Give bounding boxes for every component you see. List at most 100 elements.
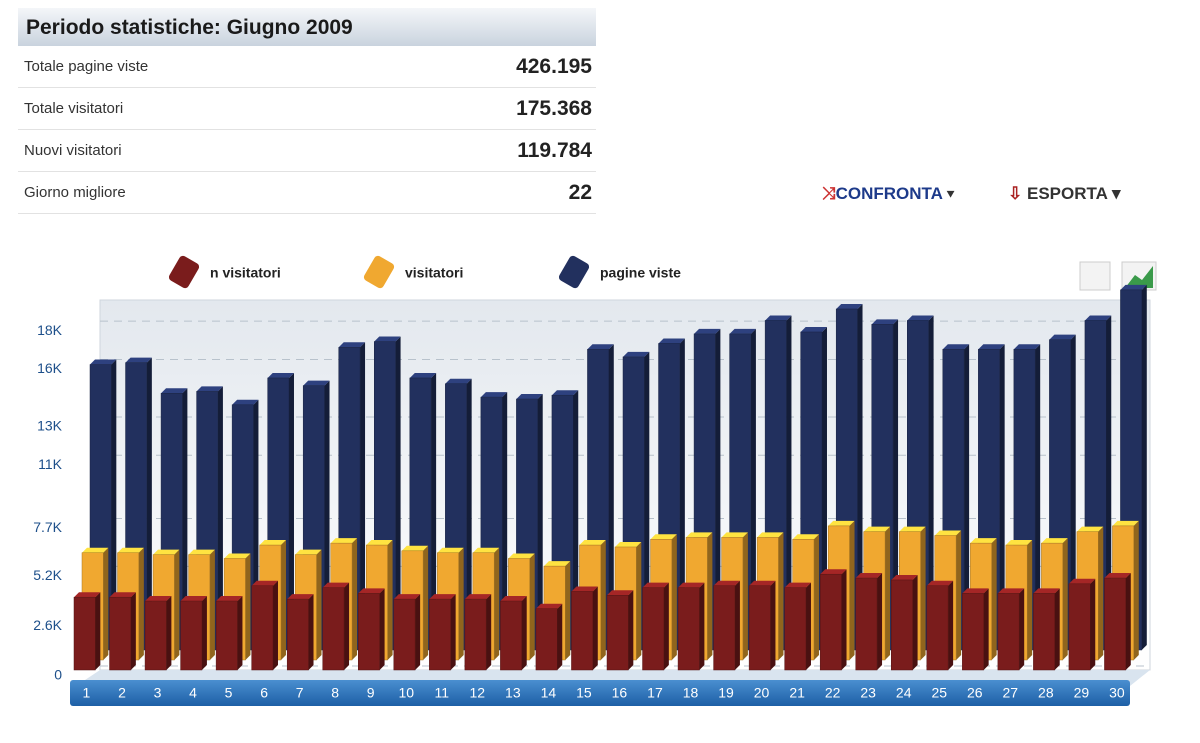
x-tick-label: 20 [754, 685, 770, 701]
bar-top [855, 573, 883, 579]
bar-top [295, 549, 322, 555]
bar-top [90, 359, 117, 365]
bar-top [650, 534, 677, 540]
bar-top [267, 372, 294, 378]
stats-row: Totale visitatori 175.368 [18, 88, 596, 130]
bar-side [841, 569, 847, 670]
x-tick-label: 25 [931, 685, 947, 701]
bar-side [983, 588, 989, 670]
bar-top [820, 569, 847, 575]
bar-top [623, 351, 650, 357]
bar-side [1098, 526, 1104, 660]
bar [464, 598, 487, 671]
bar-side [486, 594, 492, 670]
bar-top [117, 547, 144, 553]
bar-side [431, 372, 437, 650]
bar-side [130, 592, 136, 670]
bar-side [565, 561, 571, 660]
bar-side [770, 580, 776, 670]
bar [500, 600, 522, 671]
bar-top [437, 547, 464, 553]
bar-top [962, 588, 989, 594]
bar-top [1049, 334, 1076, 340]
bar-side [600, 540, 606, 660]
compare-label[interactable]: CONFRONTA [835, 184, 943, 203]
bar [215, 600, 238, 671]
bar-top [658, 338, 685, 344]
bar-side [395, 336, 401, 650]
bar-top [500, 596, 527, 602]
y-tick-label: 2.6K [33, 617, 62, 633]
x-tick-label: 14 [541, 685, 557, 701]
legend-label: pagine viste [600, 265, 681, 281]
bar-side [805, 582, 811, 670]
bar-side [537, 394, 543, 650]
bar-side [956, 530, 962, 660]
y-tick-label: 7.7K [33, 519, 62, 535]
bar-side [608, 344, 614, 650]
bar [606, 595, 629, 671]
bar-side [529, 553, 535, 660]
bar-top [1084, 315, 1112, 321]
bar-side [1090, 578, 1096, 670]
bar-side [174, 549, 180, 660]
bar-side [999, 344, 1005, 650]
bar [571, 591, 594, 671]
bar-top [82, 547, 109, 553]
x-tick-label: 10 [398, 685, 414, 701]
compare-button[interactable]: ⤨CONFRONTA ▾ [822, 184, 955, 203]
bar-side [502, 392, 508, 650]
bar-side [146, 357, 152, 650]
bar-top [259, 540, 286, 546]
bar-top [871, 319, 899, 325]
bar-top [678, 582, 705, 588]
x-axis-band [70, 680, 1130, 706]
bar-top [1112, 520, 1139, 526]
bar-top [1033, 588, 1060, 594]
bar-top [472, 547, 500, 553]
legend-label: n visitatori [210, 265, 281, 281]
x-tick-label: 11 [434, 685, 449, 701]
x-tick-label: 8 [331, 685, 339, 701]
bar-side [663, 582, 669, 670]
bar-top [907, 315, 934, 321]
export-button[interactable]: ⇩ ESPORTA ▾ [1008, 184, 1121, 203]
y-tick-label: 11K [38, 456, 63, 472]
bar-top [942, 344, 970, 350]
bar-top [926, 580, 954, 586]
legend-swatch [363, 255, 395, 289]
bar-side [573, 390, 579, 650]
x-tick-label: 17 [647, 685, 663, 701]
bar [1033, 593, 1055, 671]
export-label[interactable]: ESPORTA [1026, 184, 1108, 203]
bar-top [188, 549, 215, 555]
bar-top [997, 588, 1025, 594]
bar-top [287, 594, 314, 600]
stats-row: Giorno migliore 22 [18, 172, 596, 214]
bar-top [535, 603, 563, 609]
stats-row: Totale pagine viste 426.195 [18, 46, 596, 88]
bar-side [521, 596, 527, 670]
bar-top [551, 390, 579, 396]
bar-top [224, 553, 251, 559]
bar-side [423, 545, 429, 660]
bar-side [95, 592, 101, 670]
x-tick-label: 9 [367, 685, 375, 701]
bar-side [1019, 588, 1025, 670]
x-tick-label: 26 [967, 685, 983, 701]
bar-side [466, 378, 472, 650]
bar [997, 593, 1020, 671]
bar-top [1068, 578, 1096, 584]
bar-top [642, 582, 669, 588]
bar-side [387, 540, 393, 660]
bar-top [322, 582, 350, 588]
bar-top [401, 545, 429, 551]
bar-side [458, 547, 464, 660]
stat-label: Totale pagine viste [24, 58, 149, 75]
bar-top [393, 594, 421, 600]
x-tick-label: 2 [118, 685, 126, 701]
bar-side [138, 547, 144, 660]
y-tick-label: 16K [37, 360, 63, 376]
bar-side [182, 388, 188, 650]
